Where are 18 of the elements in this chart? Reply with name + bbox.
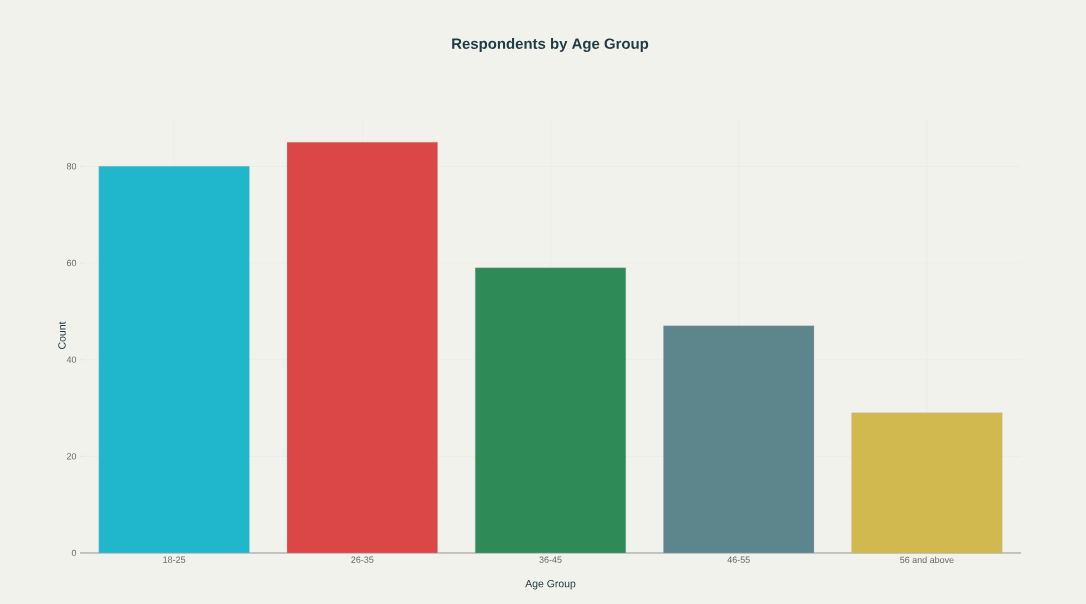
x-axis-title: Age Group — [525, 579, 576, 590]
y-tick-label: 0 — [71, 549, 77, 557]
bar — [286, 142, 438, 554]
y-tick-label: 80 — [66, 163, 77, 170]
bar — [663, 325, 815, 554]
y-axis-title: Count — [58, 321, 66, 349]
x-tick-label: 18-25 — [163, 556, 186, 563]
x-tick-label: 26-35 — [351, 556, 374, 563]
y-tick-label: 60 — [66, 259, 77, 267]
bar — [851, 412, 1003, 554]
x-tick-label: 56 and above — [900, 556, 954, 564]
x-tick-label: 46-55 — [727, 556, 750, 563]
bar — [98, 166, 250, 554]
bar — [475, 267, 626, 554]
y-tick-label: 40 — [66, 356, 77, 363]
x-tick-label: 36-45 — [539, 556, 562, 563]
y-tick-label: 20 — [66, 453, 77, 460]
chart-title: Respondents by Age Group — [452, 37, 649, 52]
